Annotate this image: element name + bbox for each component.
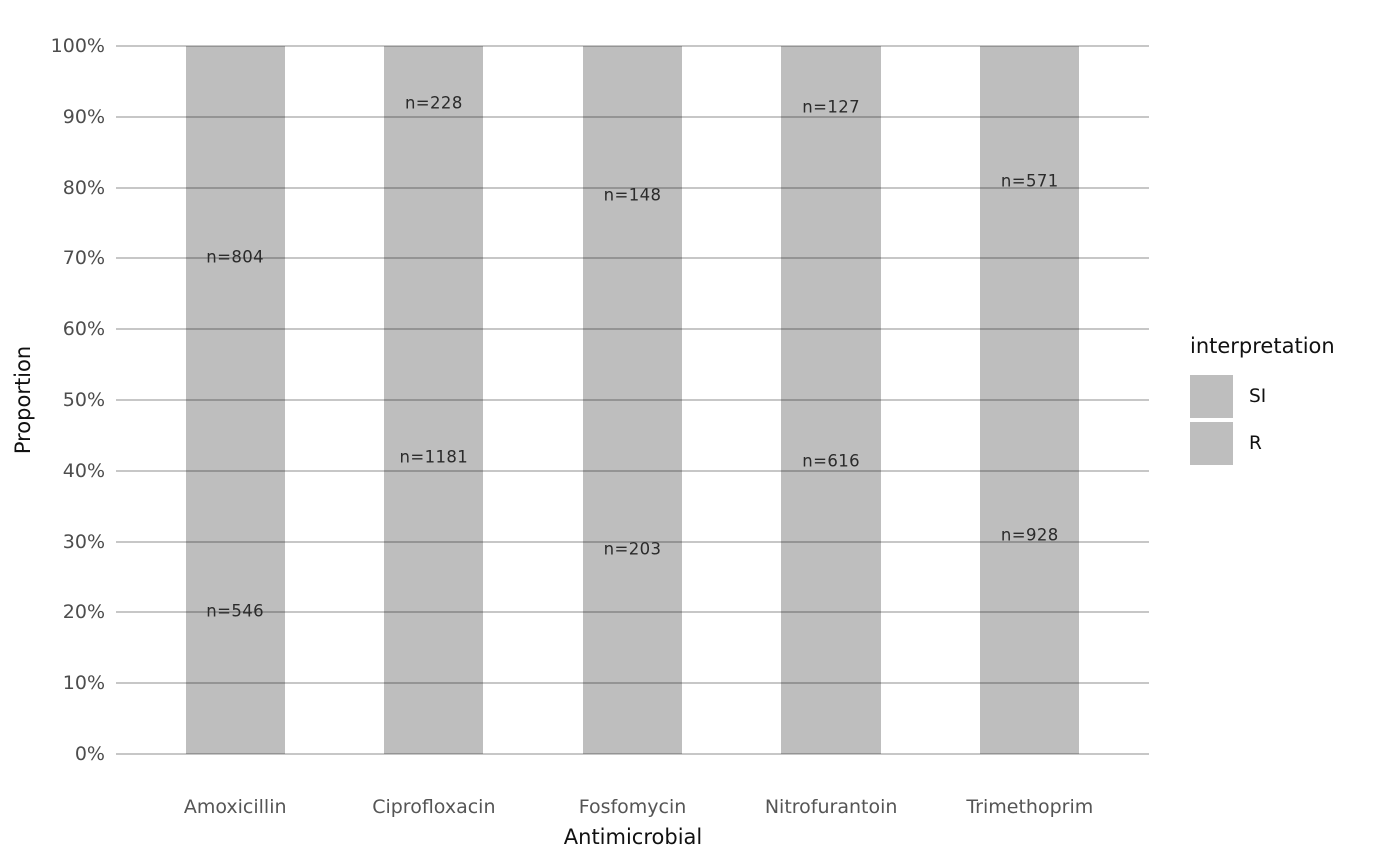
bar-segment-r <box>185 467 285 754</box>
plot-panel: n=546 n=804 n=1181 n=228 n=203 n=148 n=616 n=12… <box>116 45 1149 755</box>
gridline <box>116 186 1149 189</box>
legend-swatch-si-icon <box>1190 375 1233 418</box>
bar-segment-r <box>384 160 484 754</box>
x-tick-label: Nitrofurantoin <box>764 796 898 818</box>
bar-segment-si <box>582 46 683 345</box>
legend-item-si: SI <box>1190 375 1335 418</box>
y-tick-label: 90% <box>62 105 105 128</box>
x-tick-label: Fosfomycin <box>578 796 687 818</box>
legend-swatch-r-icon <box>1190 422 1233 465</box>
y-tick-label: 0% <box>74 743 105 765</box>
gridline <box>116 540 1149 543</box>
y-tick-label: 20% <box>62 601 105 624</box>
bar-label-si: n=148 <box>603 185 662 205</box>
gridline <box>116 611 1149 614</box>
gridline <box>116 257 1149 260</box>
bar-segment-r <box>980 315 1080 754</box>
gridline <box>116 469 1149 472</box>
legend-item-r: R <box>1190 422 1335 465</box>
bar-segment-si <box>980 46 1080 316</box>
x-tick-label: Trimethoprim <box>966 796 1094 818</box>
y-tick-label: 100% <box>50 35 105 57</box>
y-tick-label: 10% <box>62 672 105 695</box>
x-tick-label: Ciprofloxacin <box>372 796 496 818</box>
y-tick-label: 30% <box>62 530 105 553</box>
bar-label-si: n=804 <box>206 247 265 267</box>
bar-label-si: n=571 <box>1000 171 1059 191</box>
bar-label-r: n=546 <box>206 601 265 621</box>
legend-label-r: R <box>1249 433 1262 454</box>
bar-segment-si <box>384 46 484 161</box>
y-tick-label: 80% <box>62 176 105 199</box>
bar-segment-r <box>781 167 881 754</box>
bar-label-r: n=203 <box>603 539 662 559</box>
gridline <box>116 45 1149 47</box>
bar-segment-r <box>582 344 683 754</box>
gridline <box>116 328 1149 331</box>
x-axis-title: Antimicrobial <box>563 825 703 849</box>
bar-segment-si <box>781 46 881 168</box>
y-tick-label: 40% <box>62 459 105 482</box>
bar-segment-si <box>185 46 285 468</box>
bar-label-r: n=928 <box>1000 525 1059 545</box>
bar-label-r: n=1181 <box>399 447 469 467</box>
bar-label-si: n=228 <box>404 93 463 113</box>
gridline <box>116 115 1149 118</box>
y-tick-label: 70% <box>62 247 105 270</box>
gridline <box>116 682 1149 685</box>
gridline <box>116 753 1149 755</box>
y-tick-label: 60% <box>62 318 105 341</box>
bar-label-si: n=127 <box>802 97 861 116</box>
bar-label-r: n=616 <box>802 451 861 470</box>
legend: interpretation SI R <box>1190 334 1335 469</box>
legend-label-si: SI <box>1249 386 1267 407</box>
gridline <box>116 399 1149 401</box>
legend-title: interpretation <box>1190 334 1335 358</box>
x-tick-label: Amoxicillin <box>183 796 287 818</box>
y-tick-label: 50% <box>62 389 105 411</box>
